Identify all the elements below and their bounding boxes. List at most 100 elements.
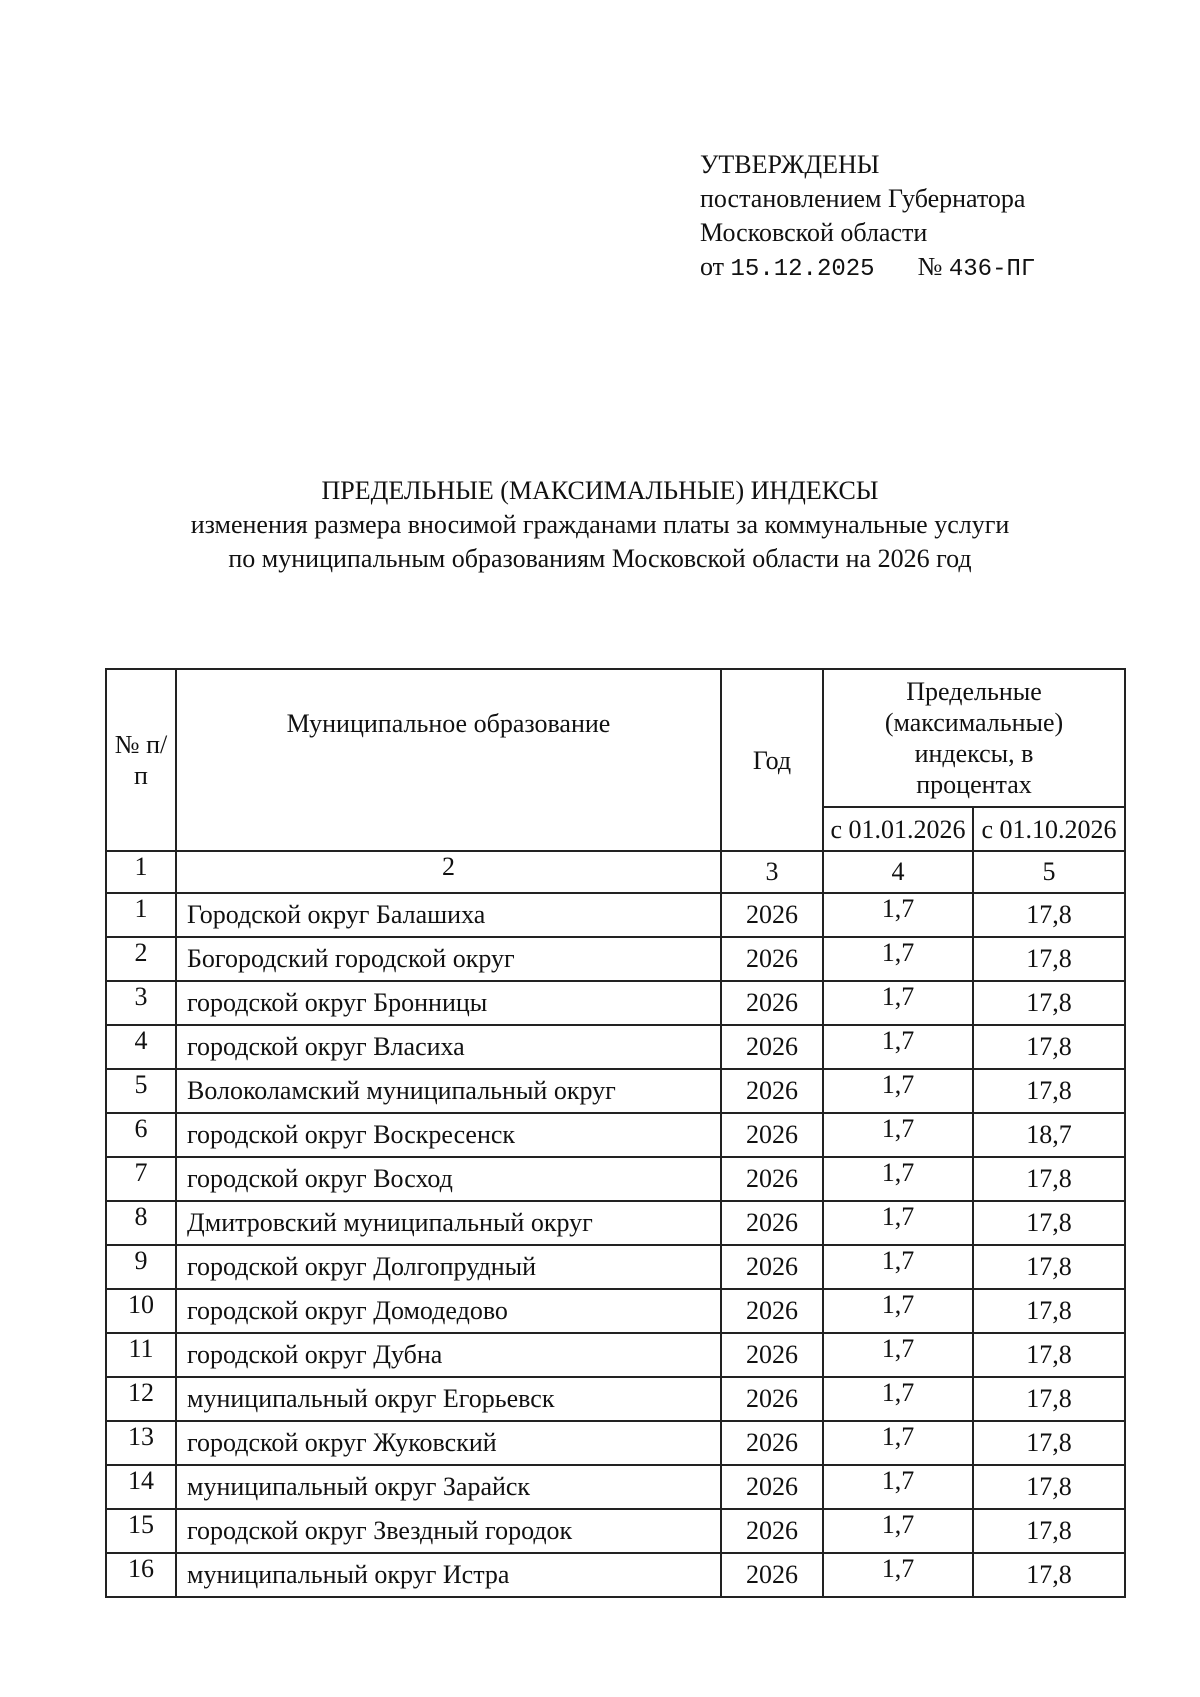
header-year: Год — [720, 668, 824, 852]
index-oct: 18,7 — [972, 1112, 1126, 1158]
municipality-name: Богородский городской округ — [175, 936, 722, 982]
index-oct: 17,8 — [972, 1024, 1126, 1070]
index-oct: 17,8 — [972, 1508, 1126, 1554]
index-oct: 17,8 — [972, 1552, 1126, 1598]
table-row: 3 городской округ Бронницы 2026 1,7 17,8 — [105, 980, 1126, 1026]
index-jan: 1,7 — [822, 1464, 974, 1510]
column-number: 4 — [822, 850, 974, 894]
table-row: 12 муниципальный округ Егорьевск 2026 1,7 17… — [105, 1376, 1126, 1422]
row-number: 12 — [105, 1376, 177, 1422]
municipality-name: городской округ Домодедово — [175, 1288, 722, 1334]
row-number: 15 — [105, 1508, 177, 1554]
table-row: 2 Богородский городской округ 2026 1,7 17,8 — [105, 936, 1126, 982]
approval-heading: УТВЕРЖДЕНЫ — [700, 150, 880, 179]
year-cell: 2026 — [720, 1288, 824, 1334]
index-jan: 1,7 — [822, 1024, 974, 1070]
index-jan: 1,7 — [822, 1112, 974, 1158]
year-cell: 2026 — [720, 892, 824, 938]
header-indices: Предельные (максимальные) индексы, в про… — [822, 668, 1126, 808]
column-numbers-row: 1 2 3 4 5 — [105, 850, 1126, 894]
municipality-name: муниципальный округ Зарайск — [175, 1464, 722, 1510]
year-cell: 2026 — [720, 980, 824, 1026]
table-row: 16 муниципальный округ Истра 2026 1,7 17,8 — [105, 1552, 1126, 1598]
municipality-name: Дмитровский муниципальный округ — [175, 1200, 722, 1246]
table-row: 11 городской округ Дубна 2026 1,7 17,8 — [105, 1332, 1126, 1378]
header-from-oct: с 01.10.2026 — [972, 806, 1126, 852]
municipality-name: городской округ Власиха — [175, 1024, 722, 1070]
row-number: 16 — [105, 1552, 177, 1598]
municipality-name: городской округ Бронницы — [175, 980, 722, 1026]
year-cell: 2026 — [720, 1508, 824, 1554]
table-row: 13 городской округ Жуковский 2026 1,7 17,8 — [105, 1420, 1126, 1466]
year-cell: 2026 — [720, 936, 824, 982]
document-title: ПРЕДЕЛЬНЫЕ (МАКСИМАЛЬНЫЕ) ИНДЕКСЫ измене… — [0, 474, 1200, 576]
index-oct: 17,8 — [972, 1288, 1126, 1334]
year-cell: 2026 — [720, 1200, 824, 1246]
municipality-name: муниципальный округ Егорьевск — [175, 1376, 722, 1422]
table-row: 9 городской округ Долгопрудный 2026 1,7 17,8 — [105, 1244, 1126, 1290]
row-number: 14 — [105, 1464, 177, 1510]
index-jan: 1,7 — [822, 1288, 974, 1334]
row-number: 4 — [105, 1024, 177, 1070]
header-row: № п/п Муниципальное образование Год Пред… — [105, 668, 1126, 852]
indices-table: № п/п Муниципальное образование Год Пред… — [105, 668, 1126, 1598]
table-row: 4 городской округ Власиха 2026 1,7 17,8 — [105, 1024, 1126, 1070]
date-prefix: от — [700, 252, 725, 281]
row-number: 5 — [105, 1068, 177, 1114]
index-jan: 1,7 — [822, 1552, 974, 1598]
column-number: 1 — [105, 850, 177, 894]
index-oct: 17,8 — [972, 892, 1126, 938]
row-number: 9 — [105, 1244, 177, 1290]
number-label: № — [917, 252, 943, 281]
index-jan: 1,7 — [822, 1420, 974, 1466]
subheader-row: с 01.01.2026 с 01.10.2026 — [106, 806, 1126, 852]
index-oct: 17,8 — [972, 1464, 1126, 1510]
index-jan: 1,7 — [822, 1200, 974, 1246]
index-oct: 17,8 — [972, 1420, 1126, 1466]
header-from-jan: с 01.01.2026 — [822, 806, 974, 852]
row-number: 8 — [105, 1200, 177, 1246]
index-oct: 17,8 — [972, 1156, 1126, 1202]
index-jan: 1,7 — [822, 936, 974, 982]
approval-line: постановлением Губернатора — [700, 184, 1026, 213]
municipality-name: городской округ Долгопрудный — [175, 1244, 722, 1290]
column-number: 3 — [720, 850, 824, 894]
year-cell: 2026 — [720, 1024, 824, 1070]
decree-number: 436-ПГ — [948, 256, 1036, 283]
table-row: 15 городской округ Звездный городок 2026 1,… — [105, 1508, 1126, 1554]
table-row: 7 городской округ Восход 2026 1,7 17,8 — [105, 1156, 1126, 1202]
table-row: 8 Дмитровский муниципальный округ 2026 1,7 1… — [105, 1200, 1126, 1246]
approval-line: Московской области — [700, 218, 928, 247]
year-cell: 2026 — [720, 1332, 824, 1378]
row-number: 10 — [105, 1288, 177, 1334]
row-number: 3 — [105, 980, 177, 1026]
index-jan: 1,7 — [822, 980, 974, 1026]
year-cell: 2026 — [720, 1552, 824, 1598]
index-jan: 1,7 — [822, 1156, 974, 1202]
index-jan: 1,7 — [822, 1508, 974, 1554]
title-line: по муниципальным образованиям Московской… — [228, 544, 972, 573]
index-jan: 1,7 — [822, 1332, 974, 1378]
index-oct: 17,8 — [972, 1200, 1126, 1246]
municipality-name: Волоколамский муниципальный округ — [175, 1068, 722, 1114]
row-number: 13 — [105, 1420, 177, 1466]
index-oct: 17,8 — [972, 1332, 1126, 1378]
index-oct: 17,8 — [972, 1244, 1126, 1290]
column-number: 5 — [972, 850, 1126, 894]
title-line: ПРЕДЕЛЬНЫЕ (МАКСИМАЛЬНЫЕ) ИНДЕКСЫ — [321, 476, 879, 505]
municipality-name: муниципальный округ Истра — [175, 1552, 722, 1598]
title-line: изменения размера вносимой гражданами пл… — [190, 510, 1010, 539]
index-jan: 1,7 — [822, 1068, 974, 1114]
column-number: 2 — [175, 850, 722, 894]
year-cell: 2026 — [720, 1376, 824, 1422]
decree-date: 15.12.2025 — [730, 256, 875, 283]
index-oct: 17,8 — [972, 980, 1126, 1026]
year-cell: 2026 — [720, 1068, 824, 1114]
approval-block: УТВЕРЖДЕНЫ постановлением Губернатора Мо… — [700, 148, 1035, 287]
index-jan: 1,7 — [822, 1244, 974, 1290]
index-oct: 17,8 — [972, 1376, 1126, 1422]
index-jan: 1,7 — [822, 1376, 974, 1422]
header-municipality: Муниципальное образование — [175, 668, 722, 852]
index-oct: 17,8 — [972, 936, 1126, 982]
year-cell: 2026 — [720, 1244, 824, 1290]
